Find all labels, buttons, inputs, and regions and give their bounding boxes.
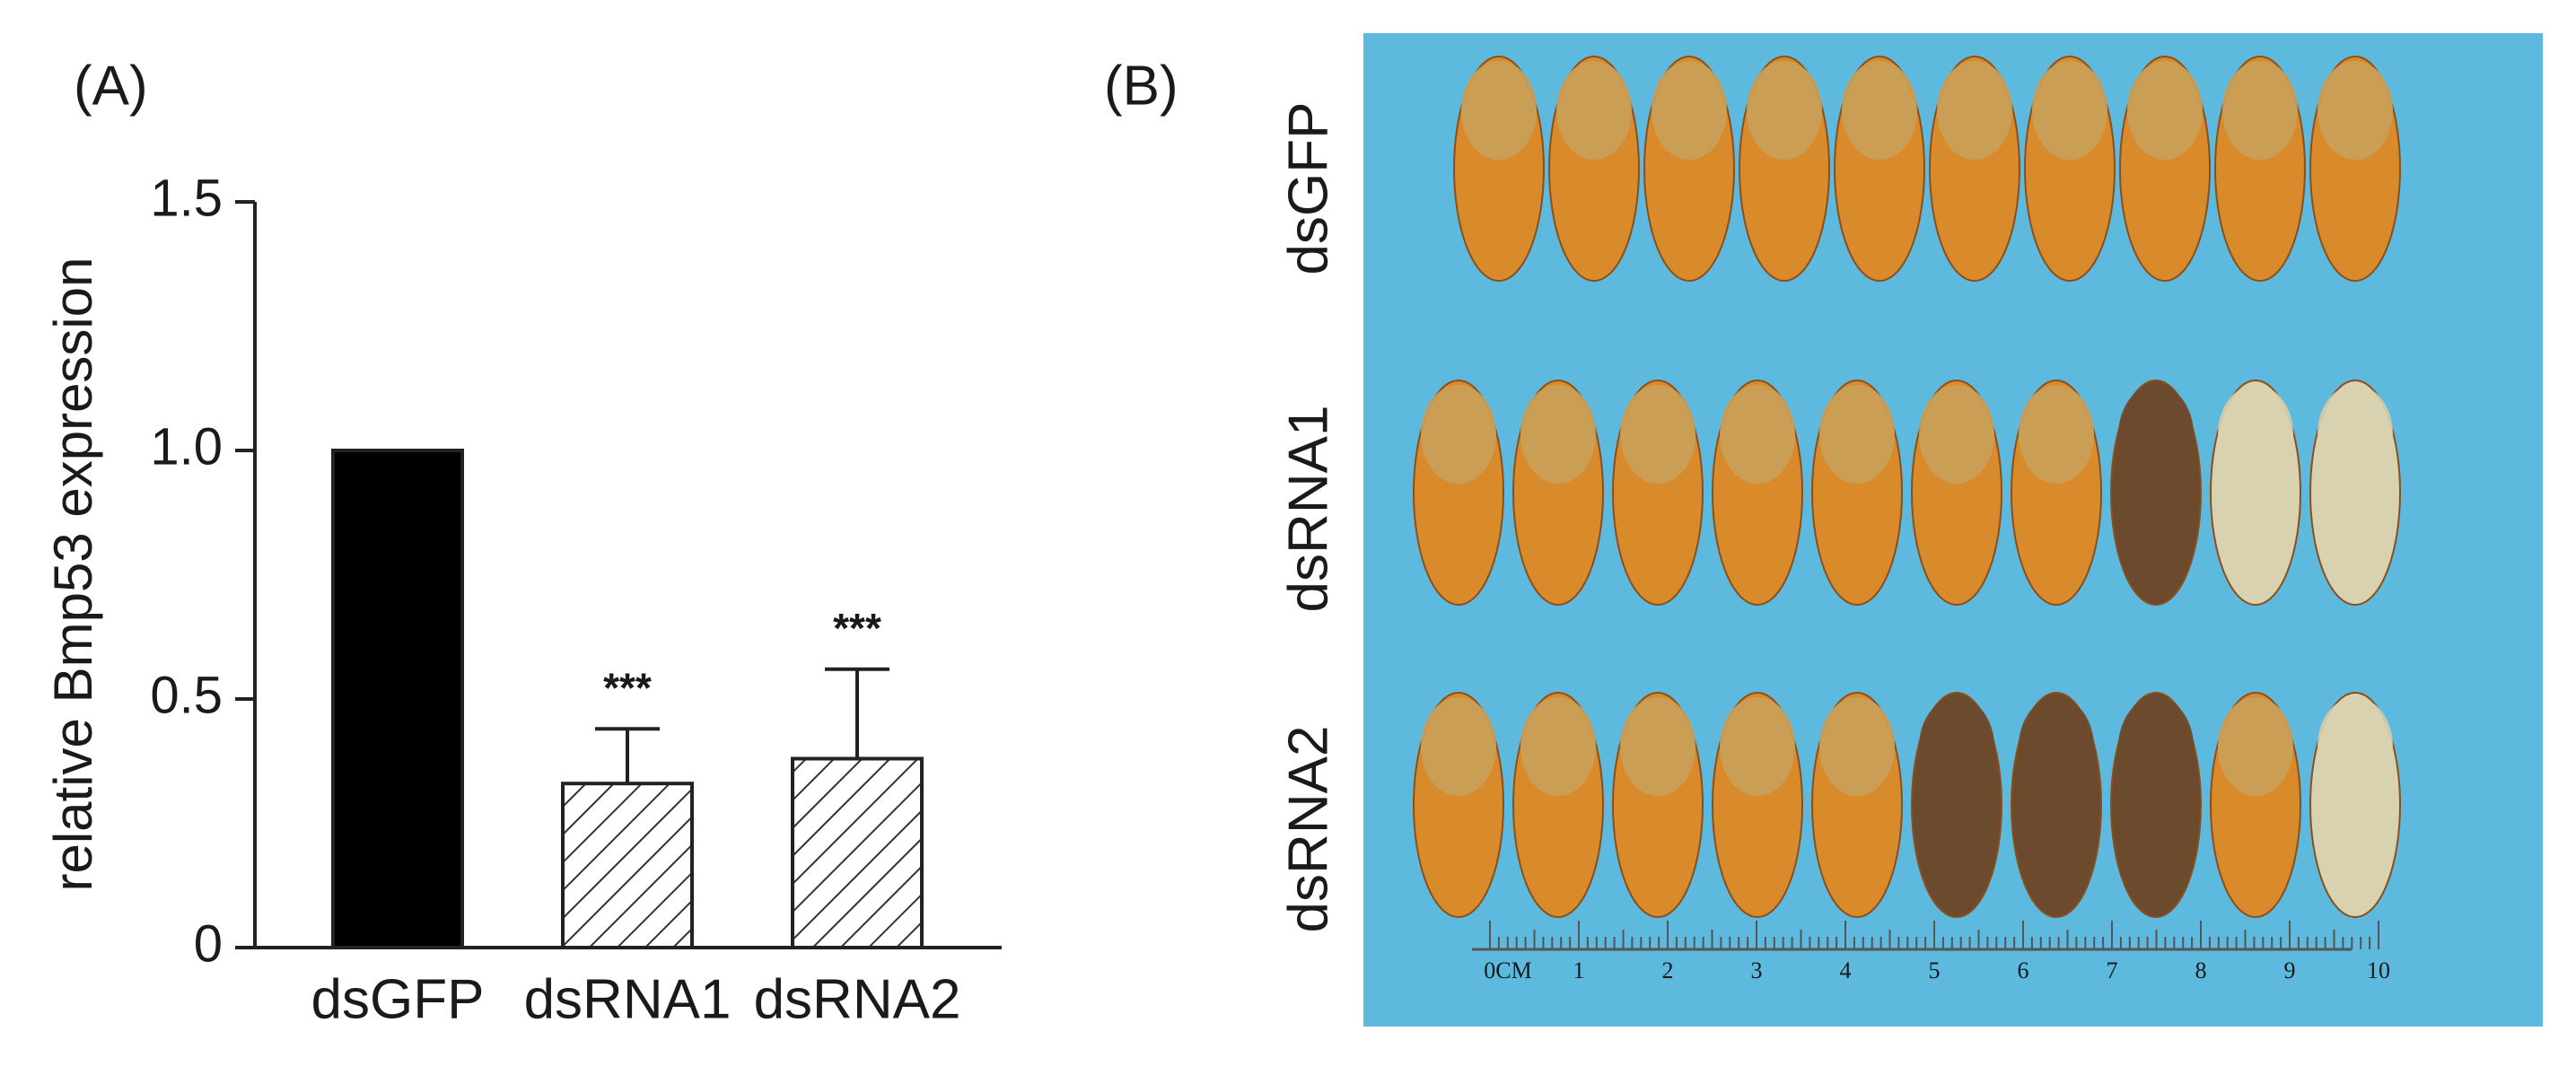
- ruler-label: 10: [2367, 957, 2390, 983]
- x-tick-label: dsGFP: [311, 968, 485, 1030]
- pupa-head: [1421, 385, 1496, 484]
- pupa-head: [1937, 61, 2012, 160]
- pupa-head: [1520, 697, 1596, 796]
- ruler-label: 7: [2107, 957, 2118, 983]
- pupa-head: [1842, 61, 1917, 160]
- pupa-head: [1421, 697, 1496, 796]
- pupa-head: [2019, 385, 2094, 484]
- pupa-head: [1556, 61, 1632, 160]
- pupa-head: [2032, 61, 2107, 160]
- y-axis-label: relative Bmp53 expression: [43, 257, 103, 891]
- pupa-head: [1747, 61, 1822, 160]
- pupa-head: [1919, 385, 1994, 484]
- row-label: dsGFP: [1277, 102, 1339, 275]
- pupa-head: [1620, 697, 1695, 796]
- y-tick-label: 0.5: [150, 666, 223, 724]
- bar: [791, 756, 924, 949]
- pupa-head: [2318, 697, 2393, 796]
- pupa-head: [1720, 385, 1795, 484]
- y-tick-label: 0: [194, 914, 223, 973]
- ruler-label: 6: [2018, 957, 2029, 983]
- y-tick-label: 1.0: [150, 417, 223, 476]
- x-tick-label: dsRNA2: [754, 968, 961, 1030]
- bar: [331, 449, 464, 949]
- ruler-ticks: [1489, 921, 2379, 949]
- pupa-head: [2318, 385, 2393, 484]
- pupa-head: [1461, 61, 1537, 160]
- pupa-head: [2318, 61, 2393, 160]
- pupa-head: [2127, 61, 2203, 160]
- bar: [561, 782, 694, 949]
- ruler-label: 0CM: [1484, 957, 1531, 983]
- row-label: dsRNA2: [1277, 726, 1339, 933]
- pupa-head: [1819, 385, 1895, 484]
- pupa-head: [1652, 61, 1727, 160]
- row-label: dsRNA1: [1277, 406, 1339, 613]
- panel-label: (A): [74, 55, 148, 117]
- ruler-label: 8: [2195, 957, 2207, 983]
- pupa-head: [2019, 697, 2094, 796]
- panel-label: (B): [1104, 55, 1178, 117]
- pupa-head: [2118, 385, 2194, 484]
- pupa-head: [2218, 697, 2293, 796]
- pupae: [1413, 56, 2401, 918]
- pupa-head: [1819, 697, 1895, 796]
- pupa-head: [1620, 385, 1695, 484]
- ruler-label: 4: [1840, 957, 1852, 983]
- pupa-head: [2222, 61, 2298, 160]
- pupa-head: [1720, 697, 1795, 796]
- significance-label: ***: [603, 664, 652, 711]
- ruler-label: 5: [1929, 957, 1941, 983]
- significance-label: ***: [833, 605, 881, 651]
- pupa-head: [2218, 385, 2293, 484]
- x-tick-label: dsRNA1: [524, 968, 732, 1030]
- y-tick-label: 1.5: [150, 169, 223, 227]
- ruler-label: 2: [1662, 957, 1674, 983]
- pupa-head: [1919, 697, 1994, 796]
- ruler-label: 3: [1751, 957, 1763, 983]
- pupa-head: [2118, 697, 2194, 796]
- ruler-label: 9: [2284, 957, 2296, 983]
- pupa-head: [1520, 385, 1596, 484]
- ruler-label: 1: [1573, 957, 1585, 983]
